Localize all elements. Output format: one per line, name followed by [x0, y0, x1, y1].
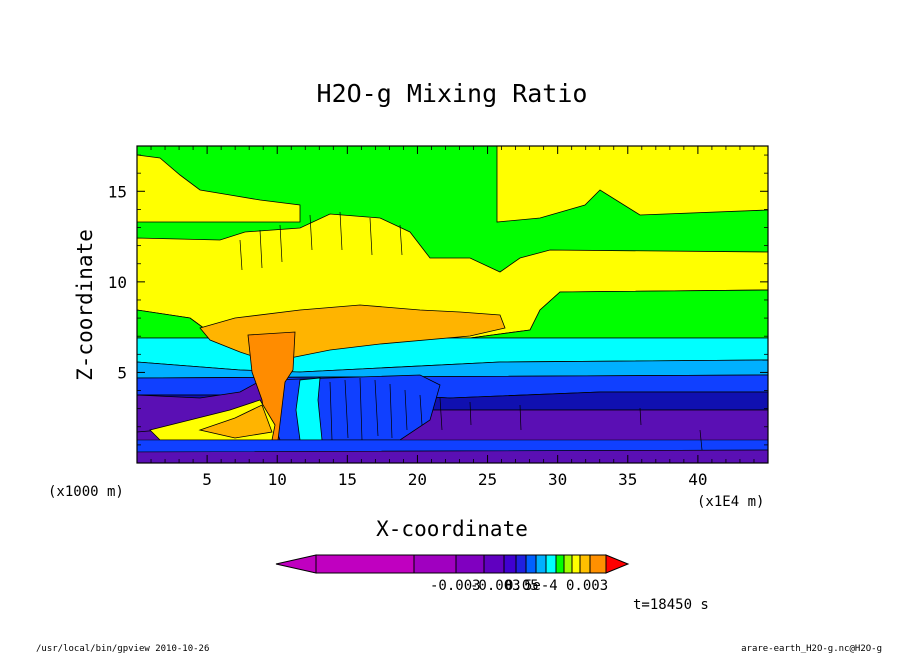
footer-left: /usr/local/bin/gpview 2010-10-26: [36, 644, 209, 654]
x-tick-label: 40: [688, 470, 707, 489]
colorbar-label-4: 5e-4: [524, 578, 558, 594]
x-tick-label: 15: [338, 470, 357, 489]
colorbar-segment: [563, 554, 573, 574]
y-axis-title: Z-coordinate: [73, 229, 97, 381]
colorbar-segment: [413, 554, 457, 574]
colorbar: [275, 554, 630, 574]
colorbar-segment: [579, 554, 591, 574]
y-tick-label: 10: [108, 273, 127, 292]
chart-title: H2O-g Mixing Ratio: [317, 79, 588, 108]
colorbar-left-arrow: [275, 554, 317, 574]
x-tick-label: 10: [268, 470, 287, 489]
contour-surface-purple: [137, 449, 768, 463]
colorbar-right-arrow: [605, 554, 630, 574]
x-tick-label: 20: [408, 470, 427, 489]
colorbar-segment: [503, 554, 517, 574]
contour-storm-column-cyan: [295, 377, 323, 441]
time-label: t=18450 s: [633, 597, 709, 613]
colorbar-label-3: 0.05: [505, 578, 539, 594]
x-tick-label: 30: [548, 470, 567, 489]
colorbar-segment: [315, 554, 415, 574]
contour-outflow-orange: [198, 404, 273, 439]
colorbar-segment: [589, 554, 607, 574]
x-tick-label: 25: [478, 470, 497, 489]
x-tick-label: 35: [618, 470, 637, 489]
colorbar-label-1: -0.003: [430, 578, 481, 594]
colorbar-label-5: 0.003: [566, 578, 608, 594]
colorbar-segment: [571, 554, 581, 574]
turbulence-streaks: [239, 211, 703, 451]
contour-yellow-upper-right: [496, 146, 768, 223]
y-tick-label: 5: [117, 363, 127, 382]
y-tick-label: 15: [108, 182, 127, 201]
colorbar-segment: [525, 554, 537, 574]
colorbar-label-2: -0.003: [470, 578, 521, 594]
contour-yellow-upper-left: [137, 154, 301, 223]
colorbar-segment: [483, 554, 505, 574]
x-unit-right: (x1E4 m): [697, 494, 764, 510]
colorbar-segment: [535, 554, 547, 574]
colorbar-labels: -0.003 -0.003 0.05 5e-4 0.003: [430, 578, 608, 594]
contour-storm-column-blue: [267, 374, 441, 441]
colorbar-segment: [555, 554, 565, 574]
x-axis-title: X-coordinate: [376, 517, 528, 541]
colorbar-segment: [515, 554, 527, 574]
colorbar-segment: [545, 554, 557, 574]
contour-surface-blue: [137, 439, 768, 453]
y-axis: 5 10 15: [108, 154, 768, 446]
footer-right: arare-earth_H2O-g.nc@H2O-g: [741, 644, 882, 654]
x-axis: 5 10 15 20 25 30 35 40: [150, 146, 755, 489]
colorbar-segment: [455, 554, 485, 574]
x-tick-label: 5: [202, 470, 212, 489]
x-unit-left: (x1000 m): [48, 484, 124, 500]
contour-field: [137, 146, 768, 463]
plot-frame: [136, 145, 769, 464]
